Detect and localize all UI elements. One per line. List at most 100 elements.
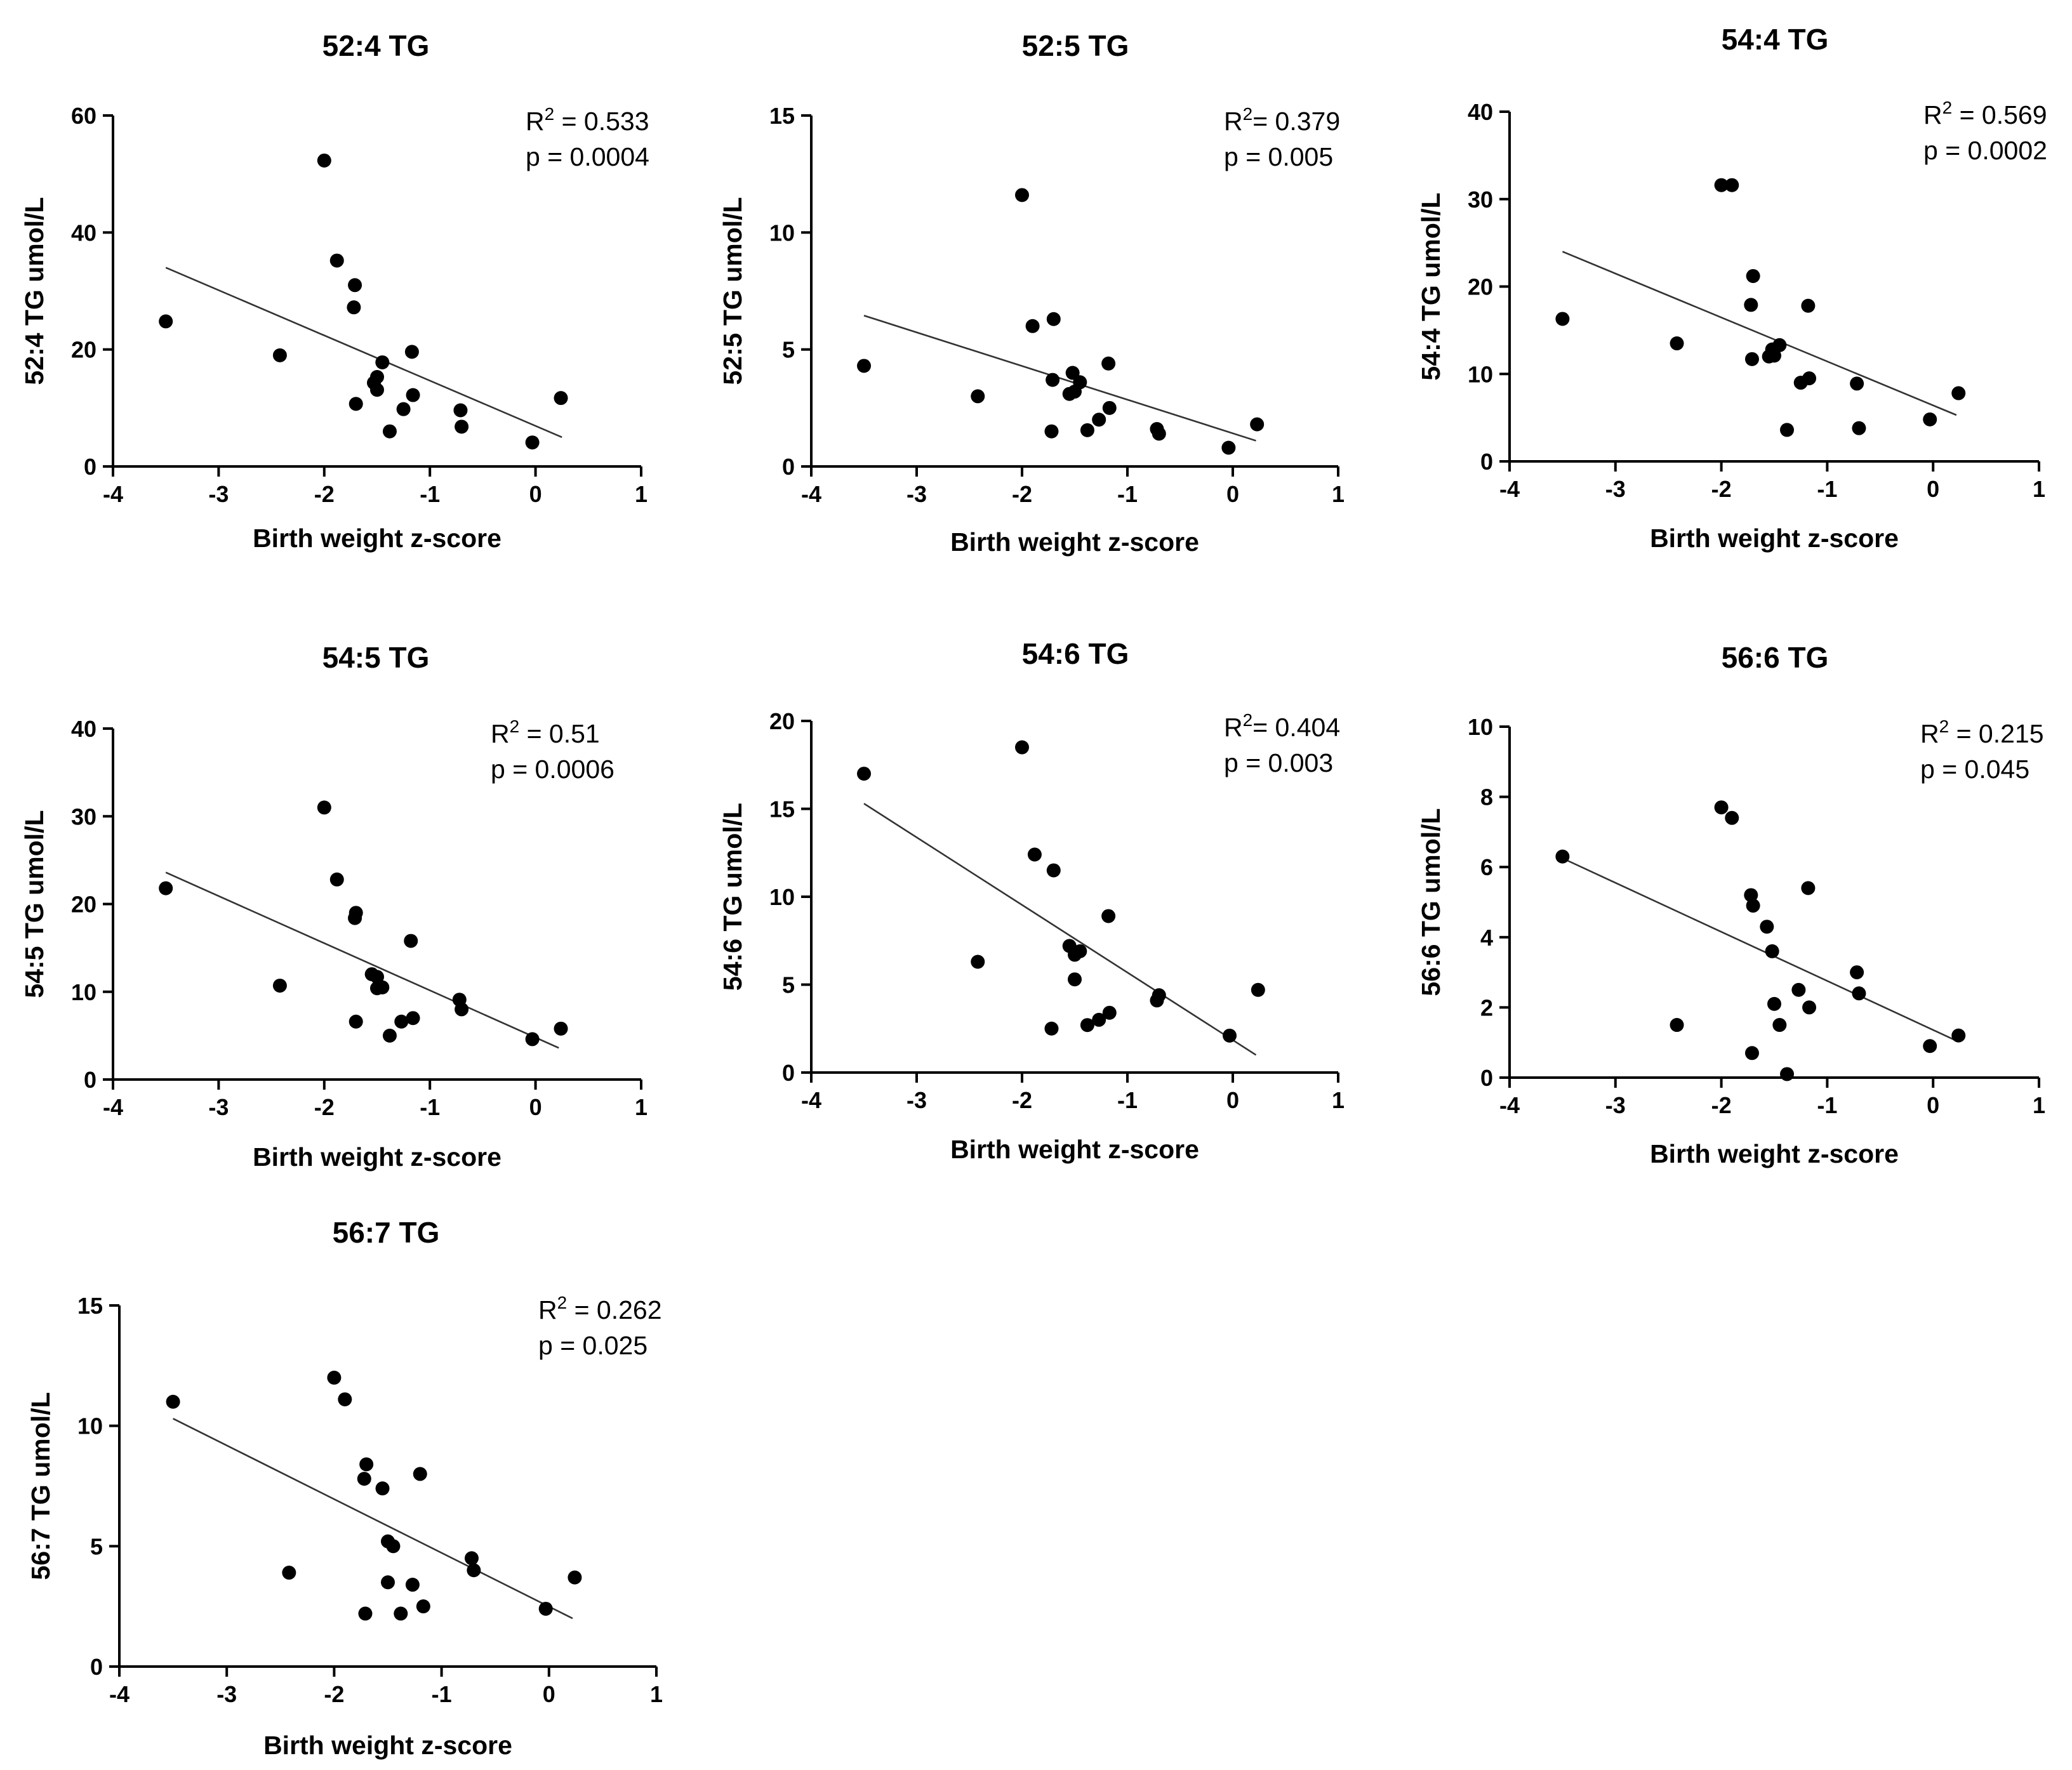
y-tick-label: 40 (71, 716, 96, 742)
y-axis-label: 52:5 TG umol/L (718, 197, 747, 385)
data-point (349, 1014, 363, 1029)
y-tick-label: 0 (84, 1067, 96, 1093)
data-point (1152, 426, 1166, 441)
x-tick-label: -2 (324, 1681, 344, 1707)
data-point (382, 424, 397, 439)
data-point (272, 348, 287, 362)
data-point (1791, 982, 1806, 997)
p-value-annotation: p = 0.0006 (491, 755, 614, 784)
x-tick-label: -4 (1499, 476, 1520, 502)
data-point (1780, 1067, 1795, 1081)
y-axis-label: 54:5 TG umol/L (20, 810, 49, 998)
chart-title: 56:7 TG (333, 1216, 440, 1249)
data-point (349, 397, 363, 411)
data-point (1046, 863, 1061, 878)
superscript-two: 2 (557, 1293, 568, 1312)
data-point (1015, 740, 1029, 755)
y-tick-label: 2 (1480, 994, 1493, 1020)
x-tick-label: 0 (1927, 476, 1939, 502)
data-point (370, 369, 384, 384)
x-tick-label: -2 (1711, 1092, 1732, 1118)
data-point (1025, 319, 1040, 333)
data-point (1850, 965, 1864, 980)
data-point (329, 253, 344, 268)
y-tick-label: 0 (782, 1060, 795, 1086)
x-tick-label: -1 (1817, 476, 1837, 502)
y-axis-label: 54:6 TG umol/L (718, 803, 747, 991)
data-point (1250, 417, 1265, 432)
data-point (1046, 373, 1060, 387)
x-tick-label: -4 (103, 1094, 123, 1120)
data-point (375, 1481, 390, 1496)
data-point (282, 1566, 296, 1580)
x-tick-label: 1 (650, 1681, 663, 1707)
data-point (453, 403, 468, 418)
data-point (857, 767, 871, 781)
x-tick-label: -2 (1012, 1087, 1032, 1113)
data-point (317, 800, 331, 815)
data-point (329, 872, 344, 887)
data-point (1780, 423, 1795, 437)
data-point (1714, 800, 1729, 815)
y-tick-label: 30 (1468, 187, 1493, 213)
regression-line (165, 267, 562, 439)
x-tick-label: 0 (529, 1094, 542, 1120)
data-point (525, 435, 540, 450)
chart-title: 54:5 TG (322, 641, 430, 674)
y-axis-label: 54:4 TG umol/L (1416, 192, 1445, 380)
data-point (386, 1539, 401, 1554)
chart-title: 52:4 TG (322, 29, 430, 62)
r-squared-annotation: R2= 0.379 (1224, 104, 1340, 136)
data-point (394, 1014, 409, 1029)
data-point (1852, 986, 1866, 1001)
data-point (568, 1570, 582, 1585)
r-squared-annotation: R2 = 0.51 (491, 717, 600, 748)
superscript-two: 2 (1243, 104, 1253, 124)
y-tick-label: 20 (769, 708, 795, 734)
data-point (416, 1599, 430, 1614)
data-point (455, 419, 469, 434)
y-tick-label: 30 (71, 803, 96, 829)
data-point (375, 355, 390, 369)
data-point (1765, 944, 1779, 958)
x-tick-label: 1 (1332, 1087, 1345, 1113)
x-tick-label: 0 (529, 481, 542, 507)
data-point (525, 1032, 540, 1047)
x-tick-label: 0 (1226, 1087, 1239, 1113)
y-tick-label: 10 (1468, 361, 1493, 387)
r-squared-annotation: R2 = 0.215 (1920, 717, 2044, 748)
superscript-two: 2 (1243, 710, 1253, 730)
y-tick-label: 20 (71, 337, 96, 363)
data-point (1725, 810, 1739, 825)
data-point (1744, 1046, 1759, 1060)
x-tick-label: -3 (1605, 1092, 1626, 1118)
data-point (1221, 440, 1236, 455)
data-point (327, 1370, 342, 1385)
y-tick-label: 0 (84, 454, 96, 480)
data-point (554, 1021, 568, 1036)
data-point (375, 980, 390, 994)
data-point (1744, 298, 1758, 312)
chart-title: 52:5 TG (1022, 29, 1129, 62)
data-point (1044, 424, 1059, 439)
y-tick-label: 10 (1468, 714, 1493, 740)
data-point (370, 383, 384, 397)
data-point (1251, 982, 1265, 997)
data-point (857, 359, 871, 373)
x-tick-label: -3 (216, 1681, 237, 1707)
r-squared-symbol: R (1224, 713, 1243, 742)
data-point (1152, 988, 1166, 1003)
x-tick-label: -1 (420, 481, 440, 507)
data-point (381, 1575, 395, 1590)
x-tick-label: -3 (906, 481, 927, 507)
x-tick-label: -2 (1711, 476, 1732, 502)
data-point (406, 1011, 420, 1026)
data-point (1073, 375, 1087, 390)
data-point (1714, 178, 1729, 192)
x-axis-label: Birth weight z-score (950, 1135, 1199, 1164)
